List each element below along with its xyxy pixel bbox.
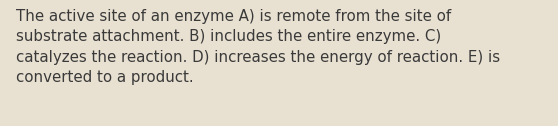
Text: The active site of an enzyme A) is remote from the site of
substrate attachment.: The active site of an enzyme A) is remot… — [16, 9, 500, 85]
